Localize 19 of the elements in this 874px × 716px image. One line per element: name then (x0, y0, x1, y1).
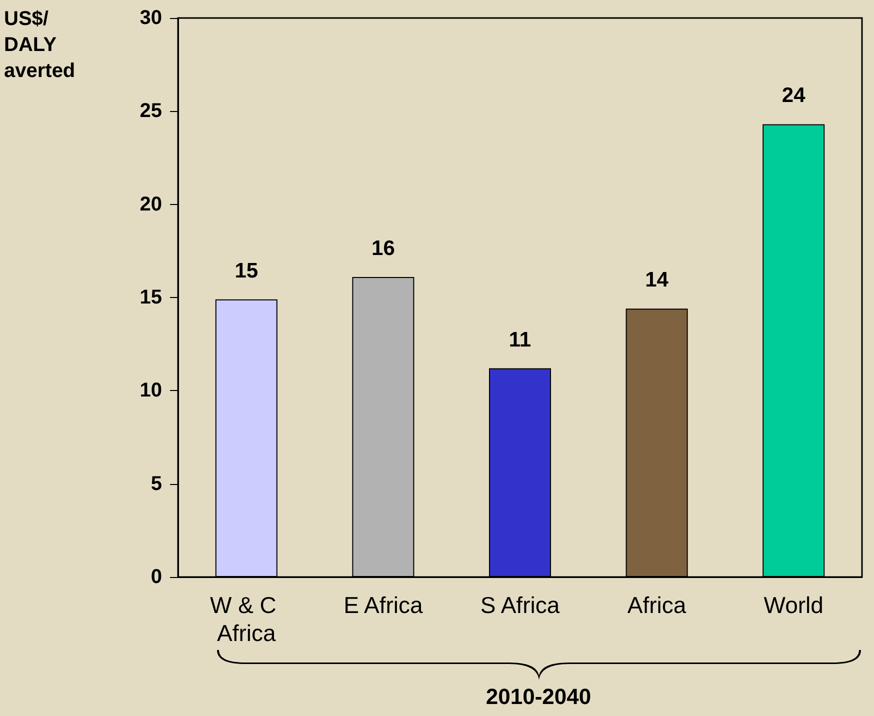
y-tick-label: 20 (140, 193, 162, 216)
y-tick-label: 15 (140, 286, 162, 308)
x-tick-label: Africa (627, 592, 686, 618)
text: 2010-2040 (484, 684, 592, 710)
y-axis-title: US$/ DALY averted (4, 7, 76, 84)
x-tick-label: S Africa (480, 592, 560, 618)
data-label: 11 (508, 328, 532, 352)
x-tick-label: World (764, 592, 824, 618)
data-label: 15 (234, 259, 258, 282)
y-tick-label: 10 (140, 380, 162, 402)
data-label: 16 (372, 237, 395, 260)
y-tick-label: 25 (140, 100, 162, 122)
y-tick-label: 5 (150, 472, 162, 495)
x-tick-label: E Africa (344, 592, 424, 618)
y-tick-label: 30 (140, 7, 162, 29)
data-label: 24 (782, 84, 806, 108)
x-tick-label: W & C Africa (210, 592, 283, 646)
y-tick-label: 0 (150, 566, 162, 588)
data-label: 14 (645, 268, 669, 292)
